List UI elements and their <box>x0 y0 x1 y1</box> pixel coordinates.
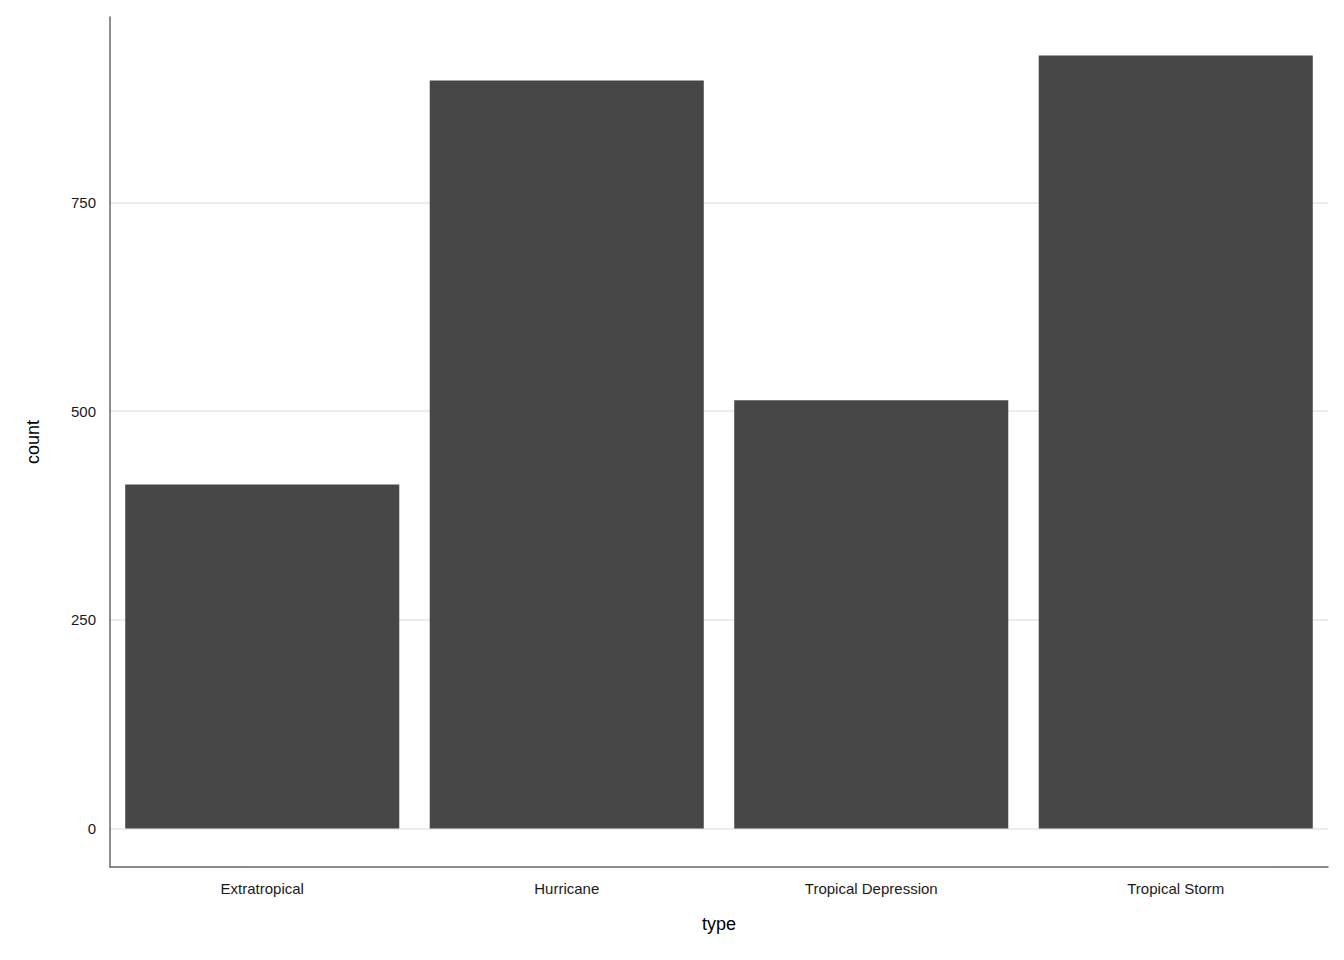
svg-text:0: 0 <box>88 820 96 837</box>
svg-text:Tropical Storm: Tropical Storm <box>1127 880 1224 897</box>
svg-text:type: type <box>702 914 736 934</box>
svg-text:500: 500 <box>71 403 96 420</box>
svg-text:count: count <box>23 420 43 464</box>
svg-text:Hurricane: Hurricane <box>534 880 599 897</box>
svg-text:Tropical Depression: Tropical Depression <box>805 880 938 897</box>
svg-text:750: 750 <box>71 194 96 211</box>
svg-text:Extratropical: Extratropical <box>221 880 304 897</box>
svg-text:250: 250 <box>71 611 96 628</box>
